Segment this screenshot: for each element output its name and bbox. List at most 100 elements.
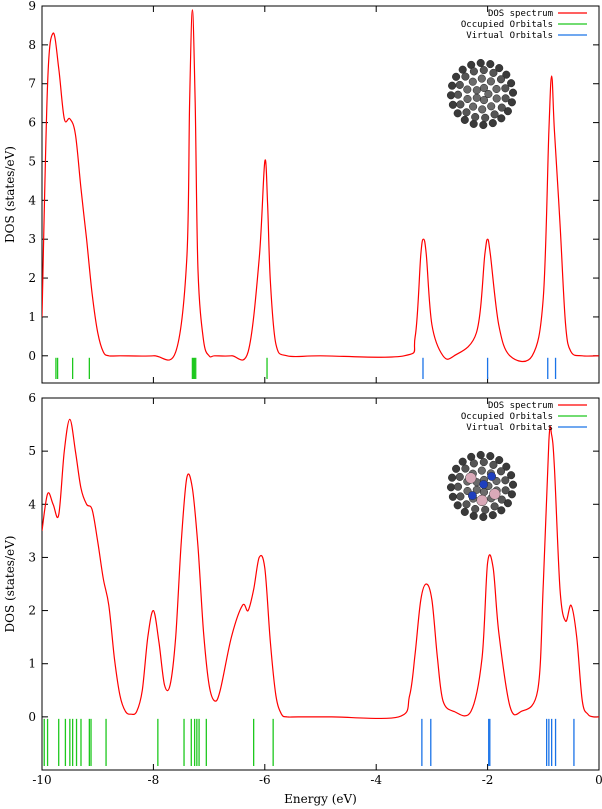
carbon-atom [508,480,518,489]
carbon-atom [458,65,467,74]
carbon-atom [462,500,471,509]
x-tick-label: -8 [148,773,160,787]
x-tick-label: 0 [595,773,602,787]
fullerene-with-cluster-icon [446,450,518,522]
carbon-atom [461,72,470,81]
carbon-atom [508,88,518,97]
dos-spectrum-line [42,418,599,720]
carbon-atom [458,457,467,466]
carbon-atom [455,472,464,481]
carbon-atom [479,488,489,497]
carbon-atom [503,107,512,116]
carbon-atom [486,452,495,461]
carbon-atom [460,507,469,516]
dos-panel-top: 0 1 2 3 4 5 6 7 8 9 DOS (states/eV) DOS spectrumOcc… [3,0,600,384]
carbon-atom [460,115,469,124]
plot-area [42,418,599,766]
y-tick-label: 0 [28,349,36,363]
nitrogen-atom [487,471,497,481]
carbon-atom [502,462,511,471]
metal-atom [465,472,477,484]
legend-label: Virtual Orbitals [466,31,553,41]
legend-label: Occupied Orbitals [461,412,553,422]
y-tick-label: 4 [28,497,36,511]
carbon-atom [507,79,516,88]
carbon-atom [477,74,486,83]
y-axis-title: DOS (states/eV) [3,146,17,243]
carbon-atom [476,58,485,68]
dos-spectrum-line [42,9,599,363]
carbon-atom [492,84,501,94]
carbon-atom [481,505,490,514]
carbon-atom [488,119,497,128]
carbon-atom [462,108,471,117]
x-tick-label: -4 [370,773,382,787]
fullerene-cage-icon [446,58,518,130]
carbon-atom [489,460,498,469]
plot-area [42,9,599,379]
carbon-atom [497,103,506,112]
carbon-atom [446,91,456,100]
carbon-atom [452,464,461,473]
legend-label: DOS spectrum [488,401,553,411]
carbon-atom [453,109,462,118]
y-tick-label: 4 [28,193,36,207]
carbon-atom [452,72,461,81]
carbon-atom [448,492,457,501]
x-tick-label: -6 [259,773,271,787]
carbon-atom [497,114,506,123]
y-tick-label: 1 [28,310,36,324]
carbon-atom [461,464,470,473]
carbon-atom [477,466,486,475]
y-tick-label: 3 [28,550,36,564]
carbon-atom [448,473,457,482]
carbon-atom [455,80,464,89]
carbon-atom [469,67,478,76]
carbon-atom [507,98,516,107]
dos-panel-bottom: 0 1 2 3 4 5 6 -10 -8 -6 -4 -2 0 DOS (states/eV) Energy… [3,391,602,806]
carbon-atom [484,89,493,99]
carbon-atom [507,490,516,499]
carbon-atom [476,450,485,460]
y-tick-label: 8 [28,38,36,52]
carbon-atom [486,77,495,86]
carbon-atom [496,467,506,476]
carbon-atom [497,495,506,504]
carbon-atom [446,483,456,492]
plot-frame [41,397,600,771]
carbon-atom [468,77,477,86]
y-tick-label: 6 [28,391,36,405]
x-tick-label: -10 [32,773,51,787]
nitrogen-atom [479,479,489,489]
carbon-atom [479,458,488,467]
carbon-atom [453,482,463,491]
carbon-atom [479,66,488,75]
carbon-atom [489,68,498,77]
y-tick-label: 9 [28,0,36,13]
carbon-atom [471,112,480,122]
y-tick-label: 1 [28,657,36,671]
y-tick-label: 5 [28,154,36,168]
carbon-atom [497,506,506,515]
carbon-atom [456,100,465,109]
carbon-atom [479,83,489,92]
legend-label: DOS spectrum [488,9,553,19]
metal-atom [489,488,501,500]
carbon-atom [501,94,510,103]
metal-atom [476,494,488,507]
carbon-atom [479,96,489,105]
y-tick-label: 7 [28,77,36,91]
y-axis-title: DOS (states/eV) [3,536,17,633]
carbon-atom [472,93,481,102]
carbon-atom [453,501,462,510]
legend-label: Virtual Orbitals [466,423,553,433]
carbon-atom [463,85,472,94]
carbon-atom [469,459,478,468]
x-tick-label: -2 [482,773,494,787]
carbon-atom [488,511,497,520]
carbon-atom [479,120,488,130]
legend-label: Occupied Orbitals [461,20,553,30]
carbon-atom [503,499,512,508]
